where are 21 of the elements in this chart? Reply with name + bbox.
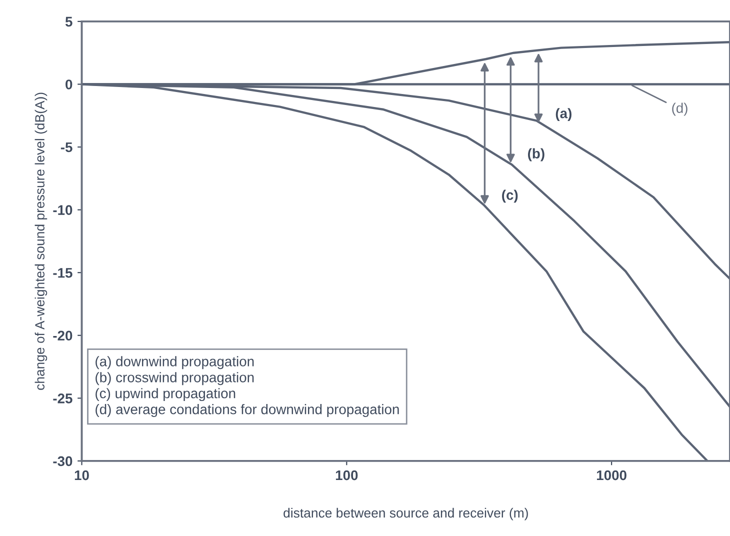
annotation: (a) downwind propagation — [96, 356, 254, 370]
y-tick-label: 0 — [66, 80, 72, 90]
x-axis-title: distance between source and receiver (m) — [284, 508, 528, 520]
annotation: (b) — [528, 148, 544, 162]
annotation: (d) average condations for downwind propagation — [96, 404, 399, 418]
y-tick-label: -25 — [53, 394, 72, 404]
x-tick-label: 1000 — [596, 470, 626, 480]
x-tick-label: 10 — [74, 470, 89, 480]
y-tick-label: -10 — [53, 205, 72, 215]
annotation: (c) upwind propagation — [96, 388, 236, 402]
annotation: (d) — [672, 102, 688, 116]
y-tick-label: 5 — [65, 16, 72, 27]
annotation: (b) crosswind propagation — [96, 372, 254, 386]
y-tick-label: -5 — [60, 142, 72, 152]
y-tick-label: -15 — [53, 268, 72, 278]
annotation: (a) — [556, 108, 572, 122]
x-tick-label: 100 — [336, 470, 358, 480]
y-tick-label: -30 — [53, 456, 72, 466]
y-axis-title: change of A-weighted sound pressure level (dB(A)) — [34, 92, 48, 390]
y-tick-label: -20 — [53, 330, 72, 341]
annotation: (c) — [502, 190, 518, 203]
